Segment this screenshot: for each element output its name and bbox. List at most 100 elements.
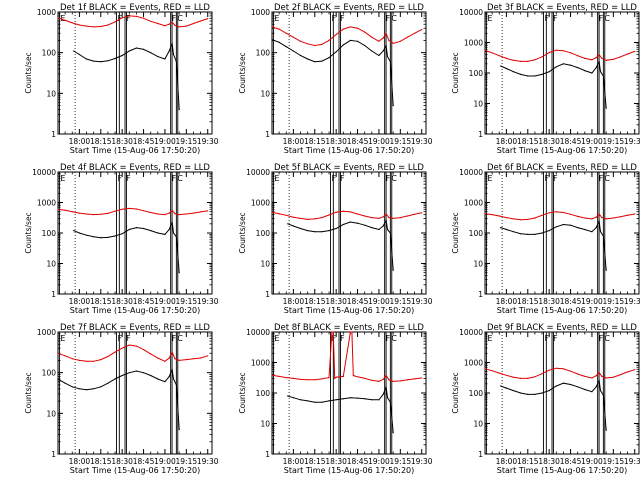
data-point [520, 377, 522, 379]
marker-letter: F [553, 14, 558, 23]
y-tick-label: 1 [478, 130, 483, 139]
data-point [385, 386, 387, 388]
data-point [143, 349, 145, 351]
x-tick-label: 18:00 [283, 137, 305, 146]
data-point [378, 228, 380, 231]
y-tick-label: 10 [473, 100, 483, 109]
data-point [548, 212, 550, 214]
data-point [548, 51, 550, 54]
y-tick-label: 1 [51, 130, 56, 139]
data-point [292, 377, 294, 379]
marker-letter: F [544, 14, 549, 23]
data-point [278, 213, 280, 215]
plot-frame [57, 331, 213, 455]
marker-letter: F [172, 14, 177, 23]
y-tick-label: 1000 [251, 199, 270, 208]
x-tick-label: 18:15 [517, 457, 539, 466]
data-point [157, 213, 159, 215]
data-point [570, 213, 572, 215]
panel-title: Det 7f BLACK = Events, RED = LLD [60, 323, 210, 333]
data-point [512, 71, 515, 73]
data-point [100, 213, 102, 215]
y-tick-label: 1000 [251, 359, 270, 368]
data-point [382, 378, 384, 380]
data-point [57, 352, 59, 354]
data-point [292, 225, 294, 227]
x-tick-label: 18:00 [496, 457, 518, 466]
marker-letter: F [386, 14, 391, 23]
x-tick-label: 18:45 [347, 137, 369, 146]
y-axis-label: Counts/sec [451, 212, 460, 253]
x-tick-label: 19:30 [411, 137, 433, 146]
data-point [121, 374, 123, 377]
data-point [505, 228, 507, 231]
data-point [73, 230, 75, 232]
data-point [93, 236, 95, 238]
data-point [599, 71, 602, 73]
marker-letter: F [386, 174, 391, 183]
y-tick-label: 100 [42, 229, 57, 238]
y-tick-label: 10 [46, 260, 56, 269]
data-point [491, 214, 493, 216]
data-point [335, 33, 337, 36]
data-point [406, 379, 409, 381]
data-point [562, 50, 565, 52]
data-point [321, 43, 323, 46]
data-point [491, 52, 493, 54]
data-point [78, 24, 80, 26]
x-tick-label: 18:45 [347, 457, 369, 466]
data-point [591, 59, 593, 61]
data-point [392, 105, 394, 107]
data-point [612, 58, 614, 61]
data-point [498, 372, 500, 374]
data-point [505, 57, 507, 60]
plot-frame [484, 171, 640, 295]
marker-letter: E [274, 14, 279, 23]
data-point [570, 52, 572, 54]
data-point [164, 58, 166, 60]
panel-7: Det 7f BLACK = Events, RED = LLD 1 10 100 10… [24, 323, 219, 475]
marker-letter: F [126, 14, 131, 23]
data-point [107, 212, 109, 214]
y-tick-label: 100 [469, 69, 484, 78]
data-point [321, 231, 323, 233]
data-point [178, 108, 180, 111]
data-point [534, 393, 536, 395]
marker-letter: F [544, 334, 549, 343]
panel-title: Det 6f BLACK = Events, RED = LLD [487, 163, 637, 173]
data-point [351, 331, 353, 333]
x-tick-label: 19:30 [197, 457, 219, 466]
data-point [328, 230, 330, 232]
data-point [150, 52, 152, 54]
y-tick-label: 100 [469, 389, 484, 398]
data-point [307, 58, 309, 60]
data-point [484, 49, 486, 52]
x-tick-label: 18:15 [517, 137, 539, 146]
data-point [121, 208, 123, 210]
data-point [135, 47, 137, 49]
data-point [121, 347, 123, 349]
data-point [371, 379, 373, 381]
data-point [200, 20, 202, 22]
data-point [93, 360, 95, 362]
x-tick-label: 18:00 [69, 457, 91, 466]
data-point [421, 377, 423, 379]
data-point [534, 233, 536, 235]
data-point [172, 232, 175, 234]
data-point [406, 215, 409, 217]
x-tick-label: 18:30 [538, 137, 560, 146]
marker-letter: E [487, 14, 492, 23]
data-point [548, 390, 550, 392]
y-tick-label: 1000 [37, 328, 56, 337]
data-point [602, 75, 605, 77]
marker-letter: F [331, 14, 336, 23]
data-point [371, 399, 373, 401]
data-point [299, 217, 302, 219]
data-point [378, 217, 380, 219]
panel-title: Det 9f BLACK = Events, RED = LLD [487, 323, 637, 333]
y-tick-label: 1 [51, 290, 56, 299]
x-tick-label: 18:30 [111, 297, 133, 306]
data-point [364, 215, 366, 217]
x-tick-label: 18:45 [347, 297, 369, 306]
data-point [114, 378, 116, 380]
